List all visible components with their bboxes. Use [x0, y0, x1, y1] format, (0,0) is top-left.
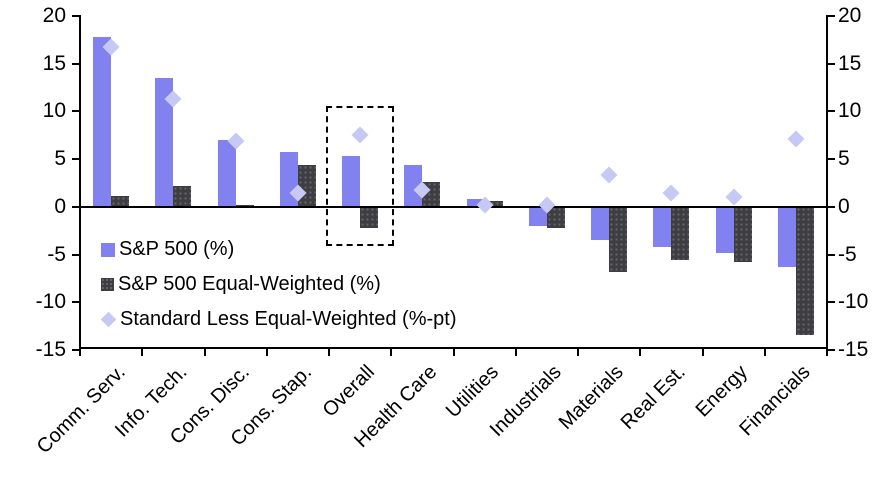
diamond-standard-less-equal-weighted	[787, 130, 805, 148]
x-tick	[763, 349, 766, 356]
y-tick-right	[827, 349, 835, 351]
bar-equal-weighted	[297, 164, 316, 207]
bar-equal-weighted	[173, 185, 192, 207]
y-tick-label-right: -5	[838, 242, 857, 266]
y-tick-right	[827, 301, 835, 304]
category-label: Materials	[554, 361, 628, 434]
category-label: Utilities	[442, 361, 504, 423]
y-tick-left	[72, 301, 80, 304]
y-tick-label-right: -10	[838, 290, 869, 314]
overall-highlight-dashed-box	[326, 105, 395, 247]
y-tick-right	[827, 158, 835, 161]
x-tick	[826, 349, 828, 356]
y-tick-label-left: 15	[42, 51, 66, 75]
y-tick-label-left: 5	[54, 147, 66, 171]
y-tick-label-left: -5	[47, 242, 66, 266]
legend-label: S&P 500 Equal-Weighted (%)	[118, 273, 381, 295]
legend-label: S&P 500 (%)	[119, 238, 235, 260]
y-tick-right	[827, 15, 835, 17]
y-tick-label-left: -10	[35, 290, 66, 314]
x-tick	[328, 349, 330, 356]
x-tick	[577, 349, 579, 356]
bar-sp500	[155, 78, 174, 207]
y-tick-right	[827, 62, 835, 65]
y-tick-right	[827, 253, 835, 256]
y-tick-left	[72, 205, 80, 208]
category-label: Energy	[691, 361, 753, 422]
bar-equal-weighted	[733, 206, 752, 263]
diamond-standard-less-equal-weighted	[600, 166, 618, 184]
bar-equal-weighted	[546, 206, 565, 228]
legend-label: Standard Less Equal-Weighted (%-pt)	[120, 308, 457, 330]
bar-sp500	[653, 206, 672, 247]
diamond-legend-icon	[100, 311, 117, 328]
y-tick-right	[827, 205, 835, 208]
bar-equal-weighted	[111, 196, 130, 207]
y-tick-left	[72, 15, 80, 17]
y-tick-left	[72, 349, 80, 351]
y-tick-label-right: 15	[838, 51, 862, 75]
y-tick-label-right: 20	[838, 4, 862, 27]
x-tick	[390, 349, 393, 356]
y-axis-right	[826, 15, 828, 349]
x-tick	[203, 349, 206, 356]
y-tick-label-left: -15	[35, 338, 66, 361]
bar-sp500	[342, 156, 361, 207]
x-tick	[701, 349, 704, 356]
x-tick	[141, 349, 144, 356]
bar-equal-weighted	[609, 206, 628, 272]
x-tick	[452, 349, 455, 356]
bar-sp500	[715, 206, 734, 253]
x-tick	[79, 349, 81, 356]
bar-equal-weighted	[795, 206, 814, 335]
bar-sp500	[93, 36, 112, 207]
y-tick-label-right: 5	[838, 147, 850, 171]
x-tick	[265, 349, 268, 356]
y-tick-label-right: 10	[838, 99, 862, 123]
category-label: Real Est.	[616, 361, 690, 434]
bar-sp500	[217, 140, 236, 207]
zero-baseline	[80, 205, 827, 208]
square-legend-icon	[101, 242, 115, 257]
bar-sp500	[528, 206, 547, 226]
y-tick-left	[72, 158, 80, 161]
legend-item: Standard Less Equal-Weighted (%-pt)	[100, 306, 457, 333]
bar-sp500	[404, 164, 423, 207]
bar-sp500	[591, 206, 610, 241]
y-tick-label-left: 10	[42, 99, 66, 123]
bar-equal-weighted	[484, 201, 503, 207]
y-tick-label-right: 0	[838, 194, 850, 218]
x-axis	[79, 347, 828, 349]
bar-sp500	[777, 206, 796, 267]
y-tick-left	[72, 110, 80, 113]
x-tick	[514, 349, 517, 356]
legend-item: S&P 500 (%)	[101, 236, 456, 263]
bar-sp500	[466, 199, 485, 207]
category-label: Comm. Serv.	[32, 361, 130, 459]
x-tick	[639, 349, 642, 356]
y-tick-left	[72, 62, 80, 65]
diamond-standard-less-equal-weighted	[662, 184, 680, 202]
y-tick-label-right: -15	[838, 338, 869, 361]
bar-equal-weighted	[671, 206, 690, 261]
y-tick-label-left: 0	[54, 194, 66, 218]
legend: S&P 500 (%) S&P 500 Equal-Weighted (%) Sta…	[100, 236, 457, 341]
y-tick-right	[827, 110, 835, 113]
legend-item: S&P 500 Equal-Weighted (%)	[101, 271, 456, 298]
bar-equal-weighted	[360, 206, 379, 228]
diamond-standard-less-equal-weighted	[725, 188, 743, 206]
square-legend-icon	[101, 278, 114, 291]
y-axis-left	[79, 15, 81, 349]
y-tick-label-left: 20	[42, 4, 66, 27]
y-tick-left	[72, 253, 80, 256]
category-label: Overall	[318, 361, 379, 422]
